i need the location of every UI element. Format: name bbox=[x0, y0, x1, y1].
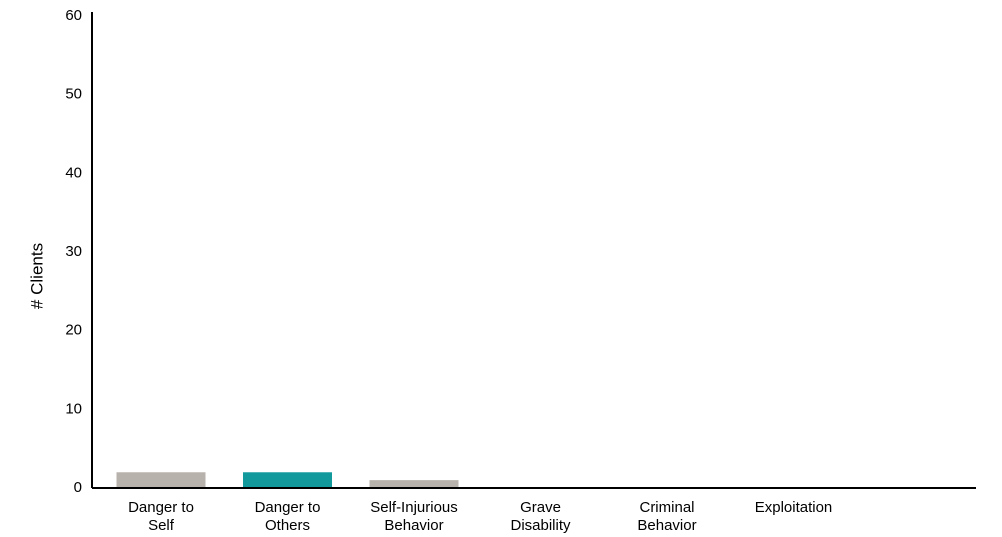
x-category-label-line: Others bbox=[265, 517, 310, 534]
y-axis-title: # Clients bbox=[27, 243, 46, 309]
x-category-label-line: Danger to bbox=[128, 499, 194, 516]
x-category-label-line: Exploitation bbox=[755, 499, 833, 516]
bar bbox=[243, 472, 332, 488]
bar bbox=[116, 472, 206, 488]
bars-group bbox=[116, 472, 459, 488]
x-category-label-line: Behavior bbox=[384, 517, 443, 534]
x-category-label: Grave Disability bbox=[510, 499, 571, 534]
x-category-label-line: Grave bbox=[520, 499, 561, 516]
x-category-label: Criminal Behavior bbox=[637, 499, 696, 534]
y-tick-label: 60 bbox=[65, 7, 82, 24]
y-tick-label: 10 bbox=[65, 400, 82, 417]
x-category-label-line: Self-Injurious bbox=[370, 499, 458, 516]
bar bbox=[369, 480, 459, 488]
y-tick-label: 20 bbox=[65, 322, 82, 339]
y-ticks-group: 0 10 20 30 40 50 60 bbox=[65, 7, 82, 496]
x-category-label-line: Disability bbox=[510, 517, 571, 534]
x-category-label-line: Danger to bbox=[255, 499, 321, 516]
x-category-label: Danger to Others bbox=[255, 499, 321, 534]
x-category-label: Danger to Self bbox=[128, 499, 194, 534]
x-category-label-line: Criminal bbox=[639, 499, 694, 516]
y-tick-label: 30 bbox=[65, 243, 82, 260]
x-category-label-line: Behavior bbox=[637, 517, 696, 534]
y-tick-label: 50 bbox=[65, 86, 82, 103]
y-tick-label: 40 bbox=[65, 164, 82, 181]
y-tick-label: 0 bbox=[74, 479, 82, 496]
x-category-label-line: Self bbox=[148, 517, 175, 534]
x-category-label: Exploitation bbox=[755, 499, 833, 516]
x-category-label: Self-Injurious Behavior bbox=[370, 499, 458, 534]
